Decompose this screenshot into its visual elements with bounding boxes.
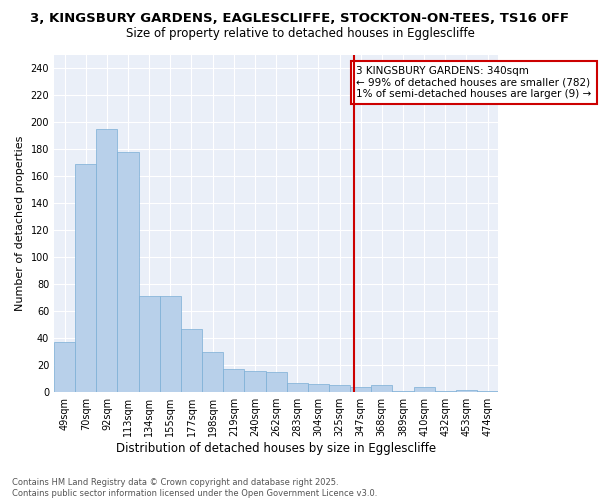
Y-axis label: Number of detached properties: Number of detached properties (15, 136, 25, 312)
Text: Contains HM Land Registry data © Crown copyright and database right 2025.
Contai: Contains HM Land Registry data © Crown c… (12, 478, 377, 498)
X-axis label: Distribution of detached houses by size in Egglescliffe: Distribution of detached houses by size … (116, 442, 436, 455)
Bar (456, 390, 477, 392)
Bar (223, 370, 244, 392)
Bar (75, 164, 97, 392)
Bar (477, 391, 498, 392)
Text: 3 KINGSBURY GARDENS: 340sqm
← 99% of detached houses are smaller (782)
1% of sem: 3 KINGSBURY GARDENS: 340sqm ← 99% of det… (356, 66, 592, 99)
Text: Size of property relative to detached houses in Egglescliffe: Size of property relative to detached ho… (125, 28, 475, 40)
Bar (308, 384, 329, 392)
Bar (118, 152, 139, 392)
Text: 3, KINGSBURY GARDENS, EAGLESCLIFFE, STOCKTON-ON-TEES, TS16 0FF: 3, KINGSBURY GARDENS, EAGLESCLIFFE, STOC… (31, 12, 569, 26)
Bar (371, 386, 392, 392)
Bar (139, 296, 160, 392)
Bar (160, 296, 181, 392)
Bar (181, 329, 202, 392)
Bar (244, 370, 266, 392)
Bar (392, 391, 413, 392)
Bar (266, 372, 287, 392)
Bar (97, 129, 118, 392)
Bar (350, 387, 371, 392)
Bar (329, 386, 350, 392)
Bar (54, 342, 75, 392)
Bar (287, 383, 308, 392)
Bar (434, 391, 456, 392)
Bar (413, 387, 434, 392)
Bar (202, 352, 223, 392)
